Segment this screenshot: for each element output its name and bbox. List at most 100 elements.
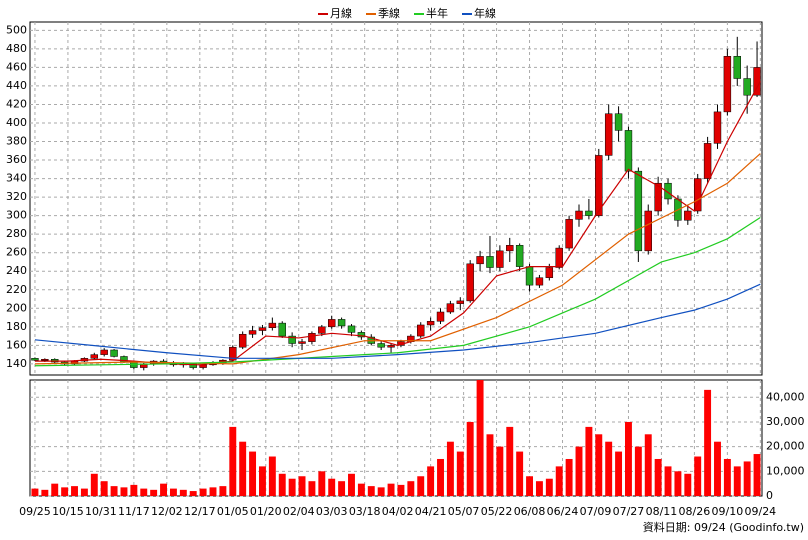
volume-bar [249,451,257,496]
candle-body [417,324,425,337]
y-tick-label: 420 [6,97,27,110]
volume-bar [71,486,78,496]
ma-line [34,153,761,365]
candle-body [238,333,247,348]
volume-bar [160,483,168,496]
candle-body [713,111,722,144]
volume-bar [723,458,731,496]
x-tick-label: 09/24 [744,505,776,518]
volume-bar [387,483,395,496]
x-tick-label: 07/09 [580,505,612,518]
candle-body [308,333,316,342]
y-tick-label: 500 [6,23,27,36]
ma-line [34,283,761,359]
candle-body [723,56,732,113]
x-tick-label: 12/02 [151,505,183,518]
y-tick-label: 360 [6,153,27,166]
volume-bar [41,489,49,496]
candle-body [555,247,563,268]
source-note: 資料日期: 09/24 (Goodinfo.tw) [643,520,804,534]
y-tick-label: 260 [6,246,27,259]
candle-body [545,267,554,278]
volume-bar [377,487,385,496]
x-tick-label: 04/02 [382,505,414,518]
volume-bar [456,451,464,496]
volume-bar [209,487,217,496]
candle-body [496,250,504,268]
y-tick-label: 380 [6,135,27,148]
volume-bar [219,486,227,496]
volume-bar [51,483,59,496]
volume-bar [615,451,623,496]
candle-body [585,210,593,216]
legend-label: 年線 [474,6,496,20]
candle-body [515,245,524,267]
x-tick-label: 10/31 [85,505,117,518]
y-tick-label: 220 [6,283,27,296]
y-tick-label: 280 [6,227,27,240]
volume-bar [348,473,355,496]
candle-body [110,349,118,357]
volume-bar [229,426,237,496]
ma-line [34,216,761,367]
legend-label: 季線 [378,6,400,20]
candle-body [525,266,534,286]
volume-bar [743,461,751,496]
volume-bar [674,471,682,496]
legend-label: 月線 [330,6,352,20]
candle-body [327,319,336,328]
x-tick-label: 01/05 [217,505,249,518]
candle-body [268,322,277,328]
volume-bar [753,454,761,496]
volume-bar [189,491,197,496]
x-tick-label: 05/22 [481,505,513,518]
candle-body [357,332,366,338]
x-tick-label: 02/04 [283,505,315,518]
x-tick-label: 12/17 [184,505,216,518]
candle-body [684,210,692,221]
candle-body [189,363,197,368]
y-tick-label: 480 [6,42,27,55]
x-tick-label: 04/21 [415,505,447,518]
candle-body [318,326,326,334]
volume-bar [496,446,504,496]
candle-body [693,178,702,212]
candle-body [426,321,435,326]
x-tick-label: 06/24 [547,505,579,518]
volume-bar [545,478,553,496]
volume-bar [169,488,177,496]
volume-bar [357,483,365,496]
volume-bar [308,481,316,496]
volume-bar [476,380,484,496]
candle-body [614,113,623,131]
volume-bar [298,476,306,496]
y-tick-label: 300 [6,209,27,222]
volume-bar [555,466,563,496]
volume-bar [427,466,435,496]
candle-body [456,300,465,304]
volume-bar [526,476,534,496]
volume-bar [684,473,692,496]
volume-bar [407,481,415,496]
y-tick-label: 200 [6,301,27,314]
candle-body [229,346,237,361]
volume-bar [258,466,266,496]
volume-bar [268,456,276,496]
volume-bar [694,456,702,496]
volume-bar [624,421,632,496]
volume-bar [516,451,524,496]
x-tick-label: 03/18 [349,505,381,518]
volume-bar [140,488,148,496]
candle-body [565,219,573,249]
candle-body [506,245,514,252]
volume-bar [199,488,207,496]
candle-body [466,263,474,302]
volume-tick-label: 40,000 [766,390,805,403]
legend-label: 半年 [426,6,448,20]
volume-bar [446,441,454,496]
volume-bar [605,441,613,496]
volume-bar [328,478,336,496]
x-tick-label: 01/20 [250,505,282,518]
candle-body [604,113,613,156]
candle-body [41,358,49,361]
